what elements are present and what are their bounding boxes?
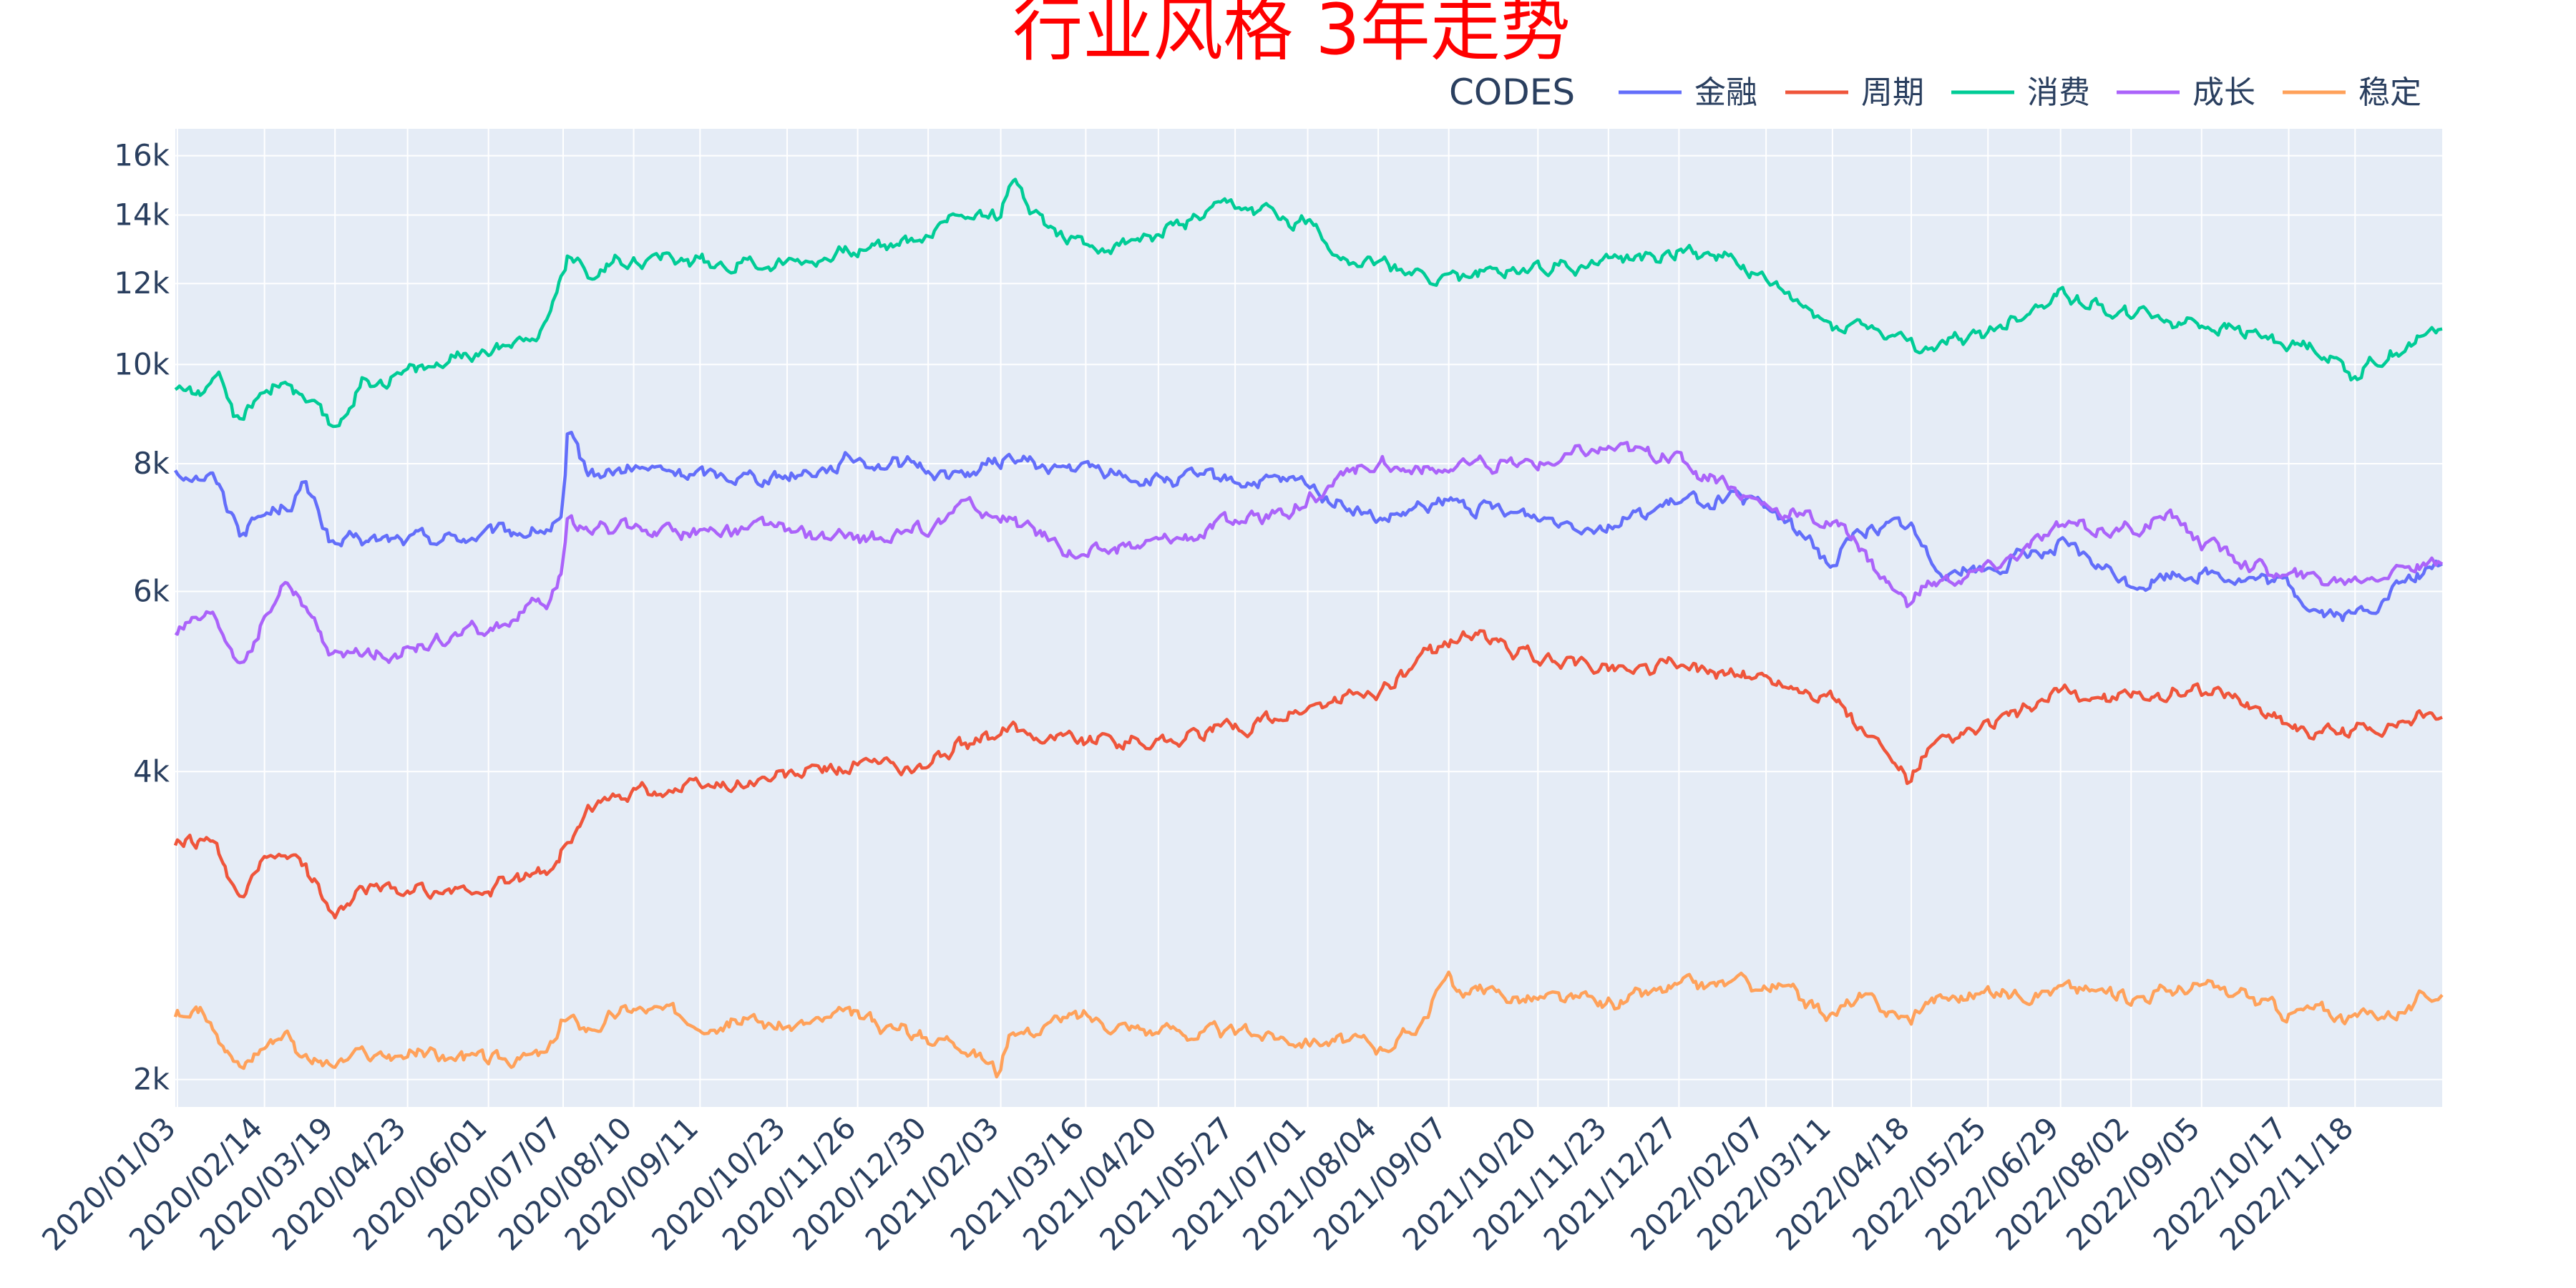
legend: CODES 金融 周期 消费 成长 稳定: [1449, 72, 2421, 113]
y-tick-label: 2k: [133, 1062, 170, 1097]
y-tick-label: 8k: [133, 446, 170, 481]
y-tick-label: 6k: [133, 574, 170, 609]
x-axis-ticks: 2020/01/032020/02/142020/03/192020/04/23…: [35, 1110, 2360, 1257]
plot-background: [175, 129, 2442, 1107]
x-gridlines: [176, 129, 2356, 1107]
series-line-2: [174, 177, 2443, 429]
y-tick-label: 4k: [133, 753, 170, 789]
chart-title: 行业风格 3年走势: [1013, 0, 1571, 71]
series-line-4: [173, 970, 2444, 1079]
y-axis-ticks: 2k 4k 6k 8k 10k 12k 14k 16k: [114, 138, 170, 1097]
series-line-3: [174, 441, 2444, 665]
legend-entry: 稳定: [2358, 74, 2421, 111]
legend-entry: 消费: [2027, 74, 2090, 111]
y-tick-label: 12k: [114, 265, 170, 301]
y-tick-label: 10k: [114, 346, 170, 381]
legend-entry: 周期: [1861, 74, 1924, 111]
series-line-0: [174, 430, 2443, 623]
legend-title: CODES: [1449, 72, 1575, 113]
legend-entry: 成长: [2192, 74, 2255, 111]
series-line-1: [173, 629, 2443, 919]
legend-entry: 金融: [1694, 74, 1757, 111]
y-tick-label: 14k: [114, 197, 170, 233]
y-tick-label: 16k: [114, 138, 170, 173]
series-lines: [173, 177, 2444, 1079]
